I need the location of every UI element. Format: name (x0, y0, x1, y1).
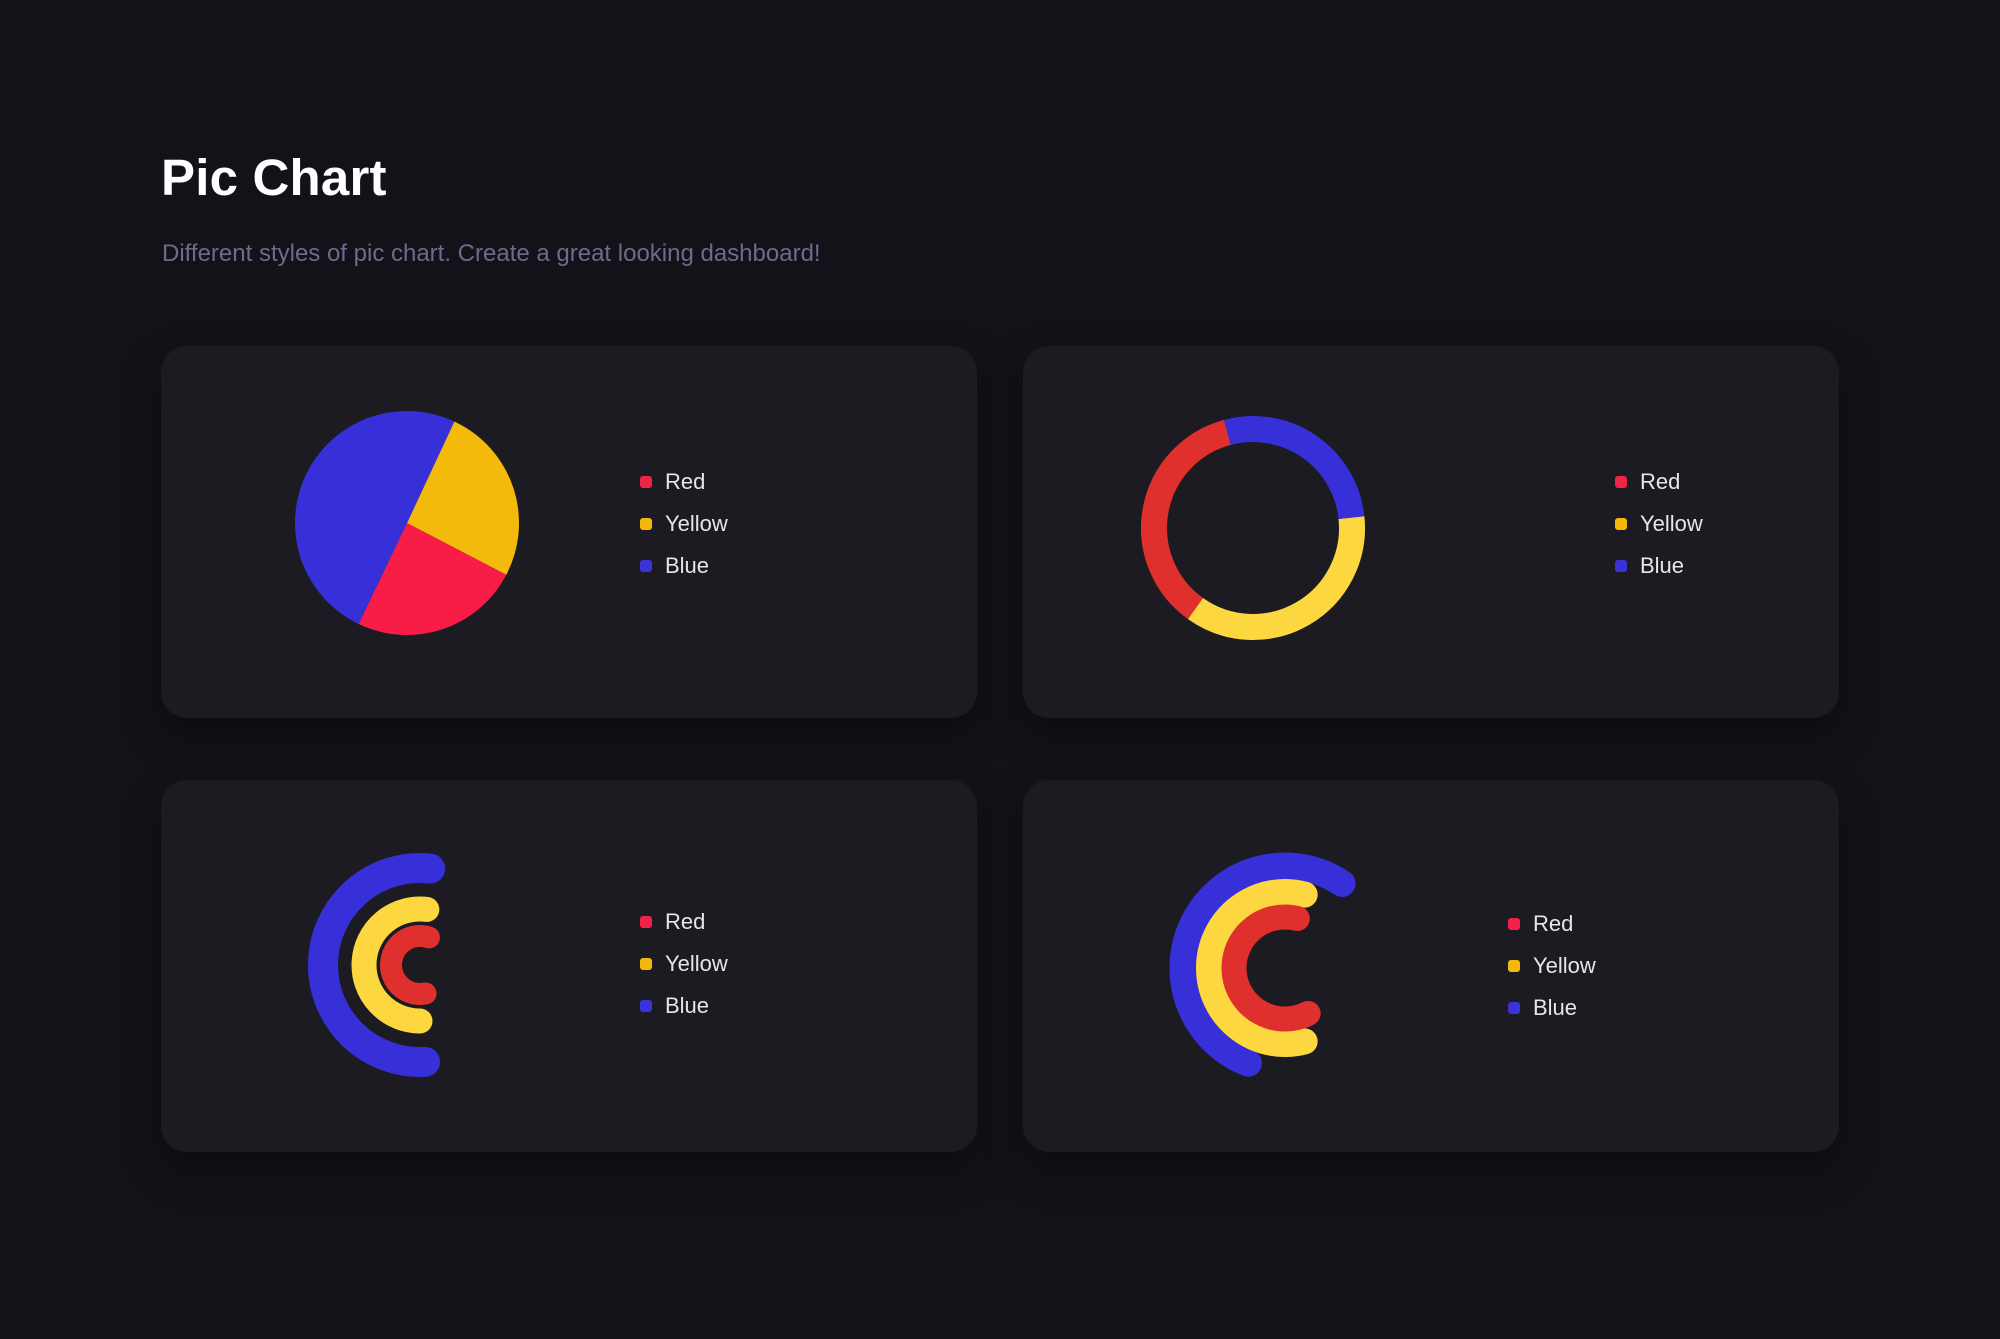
concentric-arcs-legend: Red Yellow Blue (640, 901, 728, 1027)
legend-item-blue[interactable]: Blue (640, 545, 728, 587)
donut-chart-legend: Red Yellow Blue (1615, 461, 1703, 587)
legend-label: Red (1640, 469, 1681, 494)
arc-yellow[interactable] (1196, 879, 1318, 1057)
donut-chart-card: Red Yellow Blue (1023, 346, 1839, 718)
arc-yellow[interactable] (351, 896, 440, 1034)
legend-label: Blue (1533, 995, 1578, 1020)
red-swatch-icon (640, 476, 652, 488)
pie-chart-card: Red Yellow Blue (161, 346, 977, 718)
legend-item-blue[interactable]: Blue (640, 985, 728, 1027)
legend-item-blue[interactable]: Blue (1508, 987, 1596, 1029)
yellow-swatch-icon (640, 958, 652, 970)
red-swatch-icon (1615, 476, 1627, 488)
legend-label: Yellow (665, 951, 728, 976)
arc-red[interactable] (1221, 904, 1321, 1032)
blue-swatch-icon (640, 1000, 652, 1012)
legend-item-red[interactable]: Red (1615, 461, 1703, 503)
pie-slice-red[interactable] (358, 523, 507, 635)
pie-chart (294, 410, 519, 635)
donut-segment-blue[interactable] (1224, 416, 1365, 520)
legend-item-red[interactable]: Red (640, 901, 728, 943)
arc-blue[interactable] (1169, 852, 1356, 1077)
overlapping-arcs-chart (1169, 852, 1356, 1077)
donut-segment-yellow[interactable] (1187, 516, 1365, 640)
donut-chart (1141, 416, 1365, 640)
overlapping-arcs-legend: Red Yellow Blue (1508, 903, 1596, 1029)
legend-item-red[interactable]: Red (1508, 903, 1596, 945)
legend-label: Blue (665, 993, 710, 1018)
legend-label: Red (665, 469, 706, 494)
red-swatch-icon (640, 916, 652, 928)
yellow-swatch-icon (1615, 518, 1627, 530)
concentric-arcs-chart (308, 853, 446, 1077)
legend-label: Blue (1640, 553, 1685, 578)
yellow-swatch-icon (640, 518, 652, 530)
legend-label: Red (665, 909, 706, 934)
legend-item-yellow[interactable]: Yellow (1615, 503, 1703, 545)
legend-item-yellow[interactable]: Yellow (640, 943, 728, 985)
blue-swatch-icon (640, 560, 652, 572)
blue-swatch-icon (1508, 1002, 1520, 1014)
legend-item-yellow[interactable]: Yellow (1508, 945, 1596, 987)
pie-slice-blue[interactable] (294, 410, 455, 625)
page-title: Pic Chart (161, 149, 387, 206)
arc-blue[interactable] (308, 853, 446, 1077)
red-swatch-icon (1508, 918, 1520, 930)
legend-label: Yellow (1533, 953, 1596, 978)
legend-item-red[interactable]: Red (640, 461, 728, 503)
donut-segment-red[interactable] (1141, 419, 1232, 620)
pie-slice-yellow[interactable] (407, 421, 519, 575)
concentric-arcs-chart-card: Red Yellow Blue (161, 780, 977, 1152)
arc-red[interactable] (380, 925, 440, 1005)
legend-label: Blue (665, 553, 710, 578)
legend-item-yellow[interactable]: Yellow (640, 503, 728, 545)
page-subtitle: Different styles of pic chart. Create a … (162, 240, 821, 267)
overlapping-arcs-chart-card: Red Yellow Blue (1023, 780, 1839, 1152)
legend-label: Red (1533, 911, 1574, 936)
legend-label: Yellow (665, 511, 728, 536)
pie-chart-legend: Red Yellow Blue (640, 461, 728, 587)
legend-item-blue[interactable]: Blue (1615, 545, 1703, 587)
yellow-swatch-icon (1508, 960, 1520, 972)
blue-swatch-icon (1615, 560, 1627, 572)
legend-label: Yellow (1640, 511, 1703, 536)
